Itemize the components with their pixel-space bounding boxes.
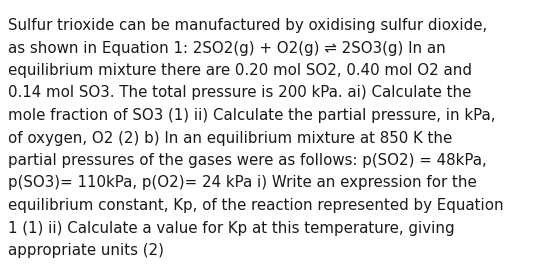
- Text: Sulfur trioxide can be manufactured by oxidising sulfur dioxide,: Sulfur trioxide can be manufactured by o…: [8, 18, 487, 33]
- Text: 0.14 mol SO3. The total pressure is 200 kPa. ai) Calculate the: 0.14 mol SO3. The total pressure is 200 …: [8, 85, 472, 100]
- Text: mole fraction of SO3 (1) ii) Calculate the partial pressure, in kPa,: mole fraction of SO3 (1) ii) Calculate t…: [8, 108, 496, 123]
- Text: 1 (1) ii) Calculate a value for Kp at this temperature, giving: 1 (1) ii) Calculate a value for Kp at th…: [8, 221, 455, 236]
- Text: of oxygen, O2 (2) b) In an equilibrium mixture at 850 K the: of oxygen, O2 (2) b) In an equilibrium m…: [8, 131, 452, 146]
- Text: as shown in Equation 1: 2SO2(g) + O2(g) ⇌ 2SO3(g) In an: as shown in Equation 1: 2SO2(g) + O2(g) …: [8, 41, 446, 55]
- Text: partial pressures of the gases were as follows: p(SO2) = 48kPa,: partial pressures of the gases were as f…: [8, 153, 487, 168]
- Text: equilibrium mixture there are 0.20 mol SO2, 0.40 mol O2 and: equilibrium mixture there are 0.20 mol S…: [8, 63, 472, 78]
- Text: equilibrium constant, Kp, of the reaction represented by Equation: equilibrium constant, Kp, of the reactio…: [8, 198, 504, 213]
- Text: appropriate units (2): appropriate units (2): [8, 243, 164, 258]
- Text: p(SO3)= 110kPa, p(O2)= 24 kPa i) Write an expression for the: p(SO3)= 110kPa, p(O2)= 24 kPa i) Write a…: [8, 175, 477, 190]
